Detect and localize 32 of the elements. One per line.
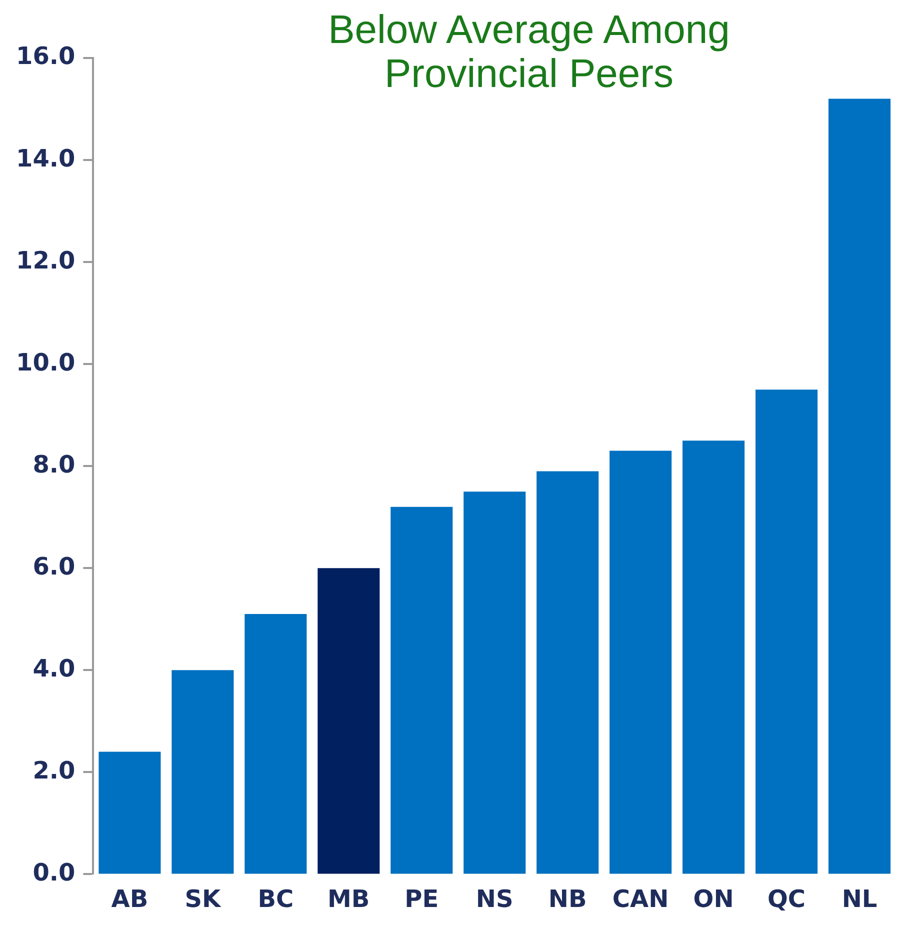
x-tick-label: NL bbox=[842, 884, 878, 913]
chart-title: Below Average Among Provincial Peers bbox=[327, 8, 731, 96]
x-tick-label: BC bbox=[258, 884, 294, 913]
bar bbox=[244, 614, 307, 874]
y-tick-label: 4.0 bbox=[32, 654, 76, 682]
x-tick-label: MB bbox=[328, 884, 370, 913]
x-tick-label: ON bbox=[693, 884, 734, 913]
x-tick-label: QC bbox=[768, 884, 806, 913]
y-tick-label: 14.0 bbox=[16, 144, 76, 172]
bar bbox=[464, 492, 526, 874]
y-tick-label: 12.0 bbox=[16, 246, 76, 274]
x-tick-label: SK bbox=[184, 884, 222, 913]
y-tick-label: 2.0 bbox=[32, 756, 76, 784]
bar bbox=[98, 752, 161, 874]
x-tick-label: NS bbox=[476, 884, 514, 913]
x-tick-label: PE bbox=[404, 884, 439, 913]
y-tick-label: 10.0 bbox=[16, 348, 76, 376]
bar bbox=[682, 440, 745, 874]
bar bbox=[756, 390, 818, 874]
y-tick-label: 0.0 bbox=[32, 858, 76, 886]
x-tick-label: AB bbox=[111, 884, 148, 913]
bar bbox=[318, 568, 380, 874]
bar bbox=[828, 98, 891, 874]
x-tick-label: CAN bbox=[612, 884, 669, 913]
x-tick-label: NB bbox=[548, 884, 587, 913]
bar bbox=[610, 450, 672, 874]
y-tick-label: 16.0 bbox=[16, 42, 76, 70]
bar bbox=[536, 471, 599, 874]
y-tick-label: 6.0 bbox=[32, 552, 76, 580]
bar bbox=[390, 506, 453, 874]
bar bbox=[172, 670, 234, 874]
y-tick-label: 8.0 bbox=[32, 450, 76, 478]
